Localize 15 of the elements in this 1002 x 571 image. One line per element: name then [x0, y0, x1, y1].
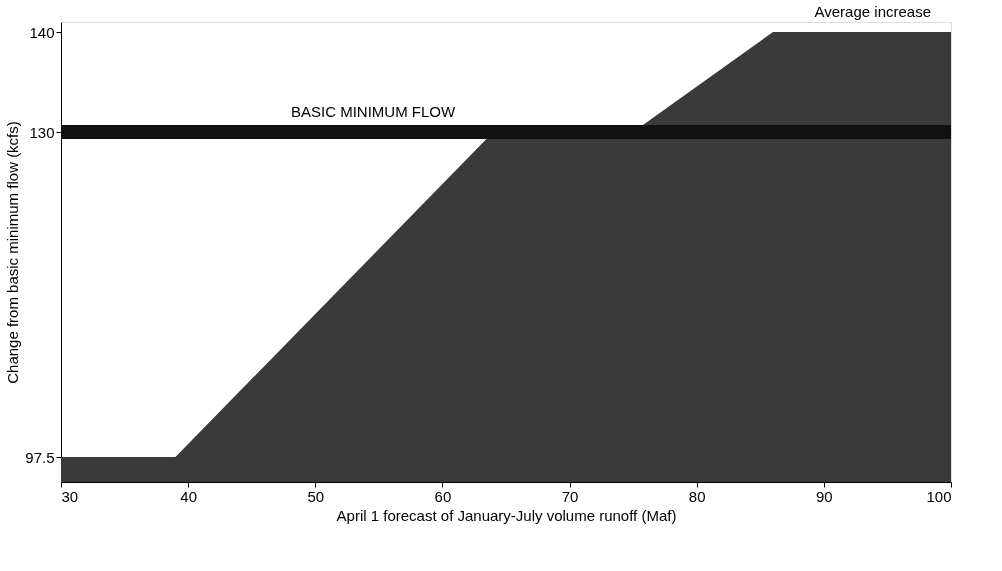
y-axis-title: Change from basic minimum flow (kcfs) — [4, 121, 22, 384]
y-tick-label: 97.5 — [25, 448, 55, 466]
x-tick-label: 60 — [434, 487, 452, 505]
x-tick-label: 50 — [307, 487, 325, 505]
text: Average increase — [814, 3, 931, 20]
ref-line-label: BASIC MINIMUM FLOW — [291, 103, 457, 120]
x-tick-label: 80 — [688, 487, 706, 505]
x-tick-label: 100 — [926, 487, 952, 505]
x-axis-title: April 1 forecast of January-July volume runoff (Maf) — [336, 506, 677, 524]
x-tick-label: 40 — [180, 487, 197, 505]
y-tick-label: 130 — [29, 123, 55, 141]
x-tick-label: 70 — [561, 487, 579, 505]
x-tick-label: 90 — [816, 487, 833, 505]
y-tick-label: 140 — [29, 23, 55, 41]
x-tick-label: 30 — [61, 487, 79, 505]
